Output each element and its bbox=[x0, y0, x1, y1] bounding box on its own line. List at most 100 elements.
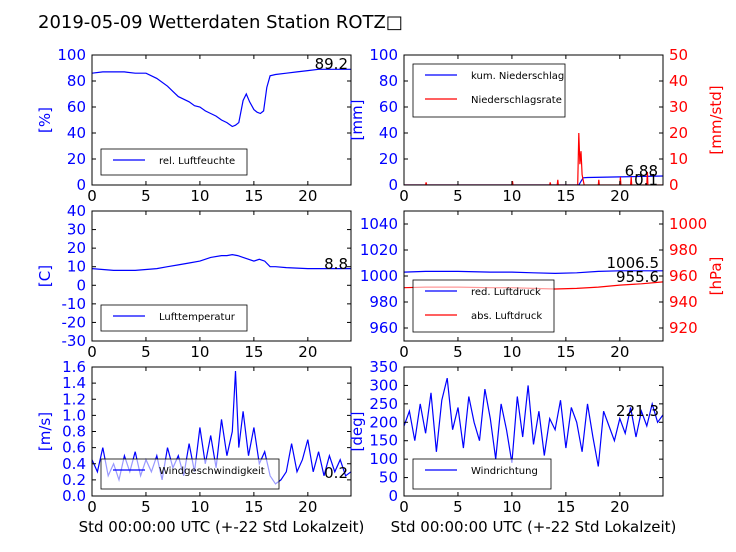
y-tick-label: 150 bbox=[369, 432, 398, 450]
value-annotation: 955.6 bbox=[616, 268, 659, 286]
y-tick-label: 10 bbox=[67, 258, 86, 276]
x-axis-label: Std 00:00:00 UTC (+-22 Std Lokalzeit) bbox=[79, 518, 365, 536]
x-tick-label: 10 bbox=[190, 343, 209, 361]
plot-frame bbox=[91, 210, 352, 342]
y2-tick-label: 0 bbox=[669, 176, 679, 194]
value-annotation: 89.2 bbox=[315, 55, 348, 73]
y-tick-label: 200 bbox=[369, 413, 398, 431]
y-tick-label: 1.0 bbox=[62, 406, 86, 424]
x-tick-label: 20 bbox=[298, 343, 317, 361]
series-line-1 bbox=[404, 270, 663, 275]
x-tick-label: 5 bbox=[141, 343, 151, 361]
y-tick-label: 40 bbox=[67, 124, 86, 142]
x-tick-label: 0 bbox=[87, 343, 97, 361]
x-tick-label: 10 bbox=[190, 187, 209, 205]
y-tick-label: 350 bbox=[369, 358, 398, 376]
y2-tick-label: 960 bbox=[669, 267, 698, 285]
y-tick-label: 60 bbox=[67, 98, 86, 116]
legend-entry: red. Luftdruck bbox=[471, 287, 541, 298]
y2-tick-label: 20 bbox=[669, 124, 688, 142]
value-annotation: 8.8 bbox=[324, 255, 348, 273]
chart-panel-5: 0 5 10 15 200.00.20.40.60.81.01.21.41.6[m/s]… bbox=[36, 358, 364, 536]
x-tick-label: 5 bbox=[141, 498, 151, 516]
legend-entry: Niederschlagsrate bbox=[471, 95, 562, 106]
y2-tick-label: 940 bbox=[669, 293, 698, 311]
y-tick-label: 0.8 bbox=[62, 423, 86, 441]
y-tick-label: 1.6 bbox=[62, 358, 86, 376]
y2-axis-label: [mm/std] bbox=[707, 85, 725, 154]
y-tick-label: 1020 bbox=[360, 241, 398, 259]
x-axis-label: Std 00:00:00 UTC (+-22 Std Lokalzeit) bbox=[391, 518, 677, 536]
y-tick-label: 80 bbox=[67, 72, 86, 90]
x-tick-label: 15 bbox=[556, 498, 575, 516]
legend: Lufttemperatur bbox=[100, 304, 248, 332]
y-tick-label: 100 bbox=[369, 46, 398, 64]
x-tick-label: 20 bbox=[298, 498, 317, 516]
x-tick-label: 0 bbox=[399, 343, 409, 361]
x-tick-label: 20 bbox=[610, 187, 629, 205]
y-axis-label: [m/s] bbox=[36, 412, 54, 451]
x-tick-label: 5 bbox=[453, 187, 463, 205]
x-tick-label: 20 bbox=[610, 343, 629, 361]
plot-frame bbox=[91, 54, 352, 186]
legend: kum. Niederschlag Niederschlagsrate bbox=[412, 63, 566, 118]
plot-frame bbox=[403, 366, 664, 497]
y-tick-label: 40 bbox=[379, 124, 398, 142]
y-tick-label: -10 bbox=[62, 295, 87, 313]
value-annotation: 0.1 bbox=[634, 171, 658, 189]
y-tick-label: -20 bbox=[62, 313, 87, 331]
y-tick-label: -30 bbox=[62, 332, 87, 350]
y-tick-label: 100 bbox=[369, 450, 398, 468]
y-tick-label: 1.4 bbox=[62, 374, 86, 392]
chart-panel-3: 0 5 10 15 20-30-20-10010203040[C]Lufttempera… bbox=[36, 202, 352, 361]
value-annotation: 1006.5 bbox=[607, 254, 660, 272]
x-tick-label: 10 bbox=[502, 343, 521, 361]
legend-entry: abs. Luftdruck bbox=[471, 311, 542, 322]
y-tick-label: 20 bbox=[379, 150, 398, 168]
y-tick-label: 0.4 bbox=[62, 455, 86, 473]
y2-tick-label: 1000 bbox=[669, 215, 707, 233]
y-tick-label: 1.2 bbox=[62, 390, 86, 408]
y-tick-label: 20 bbox=[67, 239, 86, 257]
y2-tick-label: 50 bbox=[669, 46, 688, 64]
y-tick-label: 60 bbox=[379, 98, 398, 116]
y-tick-label: 100 bbox=[57, 46, 86, 64]
figure-title: 2019-05-09 Wetterdaten Station ROTZ□ bbox=[38, 12, 403, 33]
series-line-2 bbox=[404, 132, 663, 185]
y2-tick-label: 10 bbox=[669, 150, 688, 168]
legend-entry: rel. Luftfeuchte bbox=[159, 156, 235, 167]
y-tick-label: 0 bbox=[388, 176, 398, 194]
y2-tick-label: 920 bbox=[669, 319, 698, 337]
y-tick-label: 250 bbox=[369, 395, 398, 413]
x-tick-label: 10 bbox=[502, 187, 521, 205]
y-axis-label: [deg] bbox=[348, 412, 366, 452]
x-tick-label: 0 bbox=[399, 187, 409, 205]
legend-entry: Windrichtung bbox=[471, 466, 538, 477]
y-tick-label: 0.2 bbox=[62, 471, 86, 489]
y-tick-label: 0 bbox=[76, 276, 86, 294]
y-tick-label: 20 bbox=[67, 150, 86, 168]
y2-tick-label: 30 bbox=[669, 98, 688, 116]
value-annotation: 6.88 bbox=[625, 162, 658, 180]
x-tick-label: 5 bbox=[453, 343, 463, 361]
y2-axis-label: [hPa] bbox=[707, 257, 725, 296]
y-axis-label: [mm] bbox=[348, 100, 366, 141]
x-tick-label: 0 bbox=[87, 498, 97, 516]
legend-entry: Windgeschwindigkeit bbox=[159, 466, 265, 477]
legend: Windgeschwindigkeit bbox=[100, 458, 280, 490]
y2-tick-label: 40 bbox=[669, 72, 688, 90]
legend-entry: kum. Niederschlag bbox=[471, 71, 564, 82]
x-tick-label: 15 bbox=[244, 498, 263, 516]
value-annotation: 0.2 bbox=[324, 464, 348, 482]
y-tick-label: 0 bbox=[388, 487, 398, 505]
y-tick-label: 300 bbox=[369, 376, 398, 394]
y2-tick-label: 980 bbox=[669, 241, 698, 259]
chart-panel-1: 0 5 10 15 20 0 20 40 60 80 100 [%] rel. Luftfeuchte 8… bbox=[36, 46, 352, 205]
x-tick-label: 10 bbox=[190, 498, 209, 516]
legend: red. Luftdruck abs. Luftdruck bbox=[412, 279, 555, 333]
y-tick-label: 980 bbox=[369, 293, 398, 311]
y-tick-label: 0 bbox=[76, 176, 86, 194]
y-tick-label: 30 bbox=[67, 221, 86, 239]
